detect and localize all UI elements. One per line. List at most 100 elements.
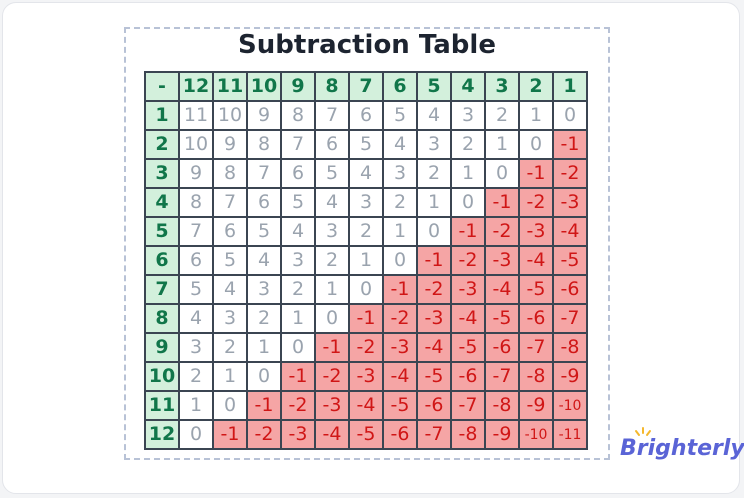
cell: 8 — [280, 100, 316, 131]
table-row: 3 9 8 7 6 5 4 3 2 1 0 -1 -2 — [144, 158, 588, 189]
cell: 9 — [178, 158, 214, 189]
cell: 8 — [246, 129, 282, 160]
cell: 9 — [246, 100, 282, 131]
cell: -5 — [416, 361, 452, 392]
cell: 2 — [382, 187, 418, 218]
cell: 5 — [348, 129, 384, 160]
cell: 8 — [178, 187, 214, 218]
cell: -1 — [382, 274, 418, 305]
cell: -1 — [246, 390, 282, 421]
cell: 1 — [212, 361, 248, 392]
cell: -1 — [314, 332, 350, 363]
cell: -6 — [450, 361, 486, 392]
cell: 0 — [416, 216, 452, 247]
cell: 1 — [484, 129, 520, 160]
header-cell: 9 — [144, 332, 180, 363]
cell: -8 — [450, 419, 486, 450]
cell: 5 — [382, 100, 418, 131]
cell: 5 — [246, 216, 282, 247]
cell: 4 — [178, 303, 214, 334]
header-cell: 4 — [144, 187, 180, 218]
cell: 0 — [552, 100, 588, 131]
cell: 3 — [348, 187, 384, 218]
cell: -7 — [416, 419, 452, 450]
header-cell: 3 — [484, 71, 520, 102]
cell: 0 — [246, 361, 282, 392]
cell: -11 — [552, 419, 588, 450]
cell: 10 — [212, 100, 248, 131]
dashed-frame — [124, 27, 610, 460]
cell: -8 — [484, 390, 520, 421]
cell: -1 — [518, 158, 554, 189]
cell: -4 — [518, 245, 554, 276]
header-cell: 11 — [144, 390, 180, 421]
table-row: 10 2 1 0 -1 -2 -3 -4 -5 -6 -7 -8 -9 — [144, 361, 588, 392]
cell: -10 — [552, 390, 588, 421]
cell: -7 — [552, 303, 588, 334]
cell: 1 — [348, 245, 384, 276]
cell: 3 — [382, 158, 418, 189]
cell: -5 — [348, 419, 384, 450]
table-row: 6 6 5 4 3 2 1 0 -1 -2 -3 -4 -5 — [144, 245, 588, 276]
header-cell: 4 — [450, 71, 486, 102]
cell: 2 — [348, 216, 384, 247]
cell: 2 — [280, 274, 316, 305]
cell: 7 — [212, 187, 248, 218]
cell: 7 — [178, 216, 214, 247]
cell: 2 — [314, 245, 350, 276]
header-cell: 7 — [348, 71, 384, 102]
cell: -7 — [518, 332, 554, 363]
cell: 1 — [416, 187, 452, 218]
cell: -9 — [518, 390, 554, 421]
cell: -3 — [382, 332, 418, 363]
title: Subtraction Table — [238, 30, 496, 60]
cell: 5 — [314, 158, 350, 189]
header-cell: 3 — [144, 158, 180, 189]
cell: 6 — [212, 216, 248, 247]
cell: -6 — [484, 332, 520, 363]
cell: -1 — [348, 303, 384, 334]
cell: 1 — [246, 332, 282, 363]
cell: -2 — [348, 332, 384, 363]
table-row: 8 4 3 2 1 0 -1 -2 -3 -4 -5 -6 -7 — [144, 303, 588, 334]
cell: -3 — [348, 361, 384, 392]
cell: 0 — [484, 158, 520, 189]
cell: 7 — [280, 129, 316, 160]
table-row: -12 11 10 9 8 7 6 5 4 3 2 1 — [144, 71, 588, 102]
cell: 0 — [314, 303, 350, 334]
cell: -5 — [518, 274, 554, 305]
table-row: 4 8 7 6 5 4 3 2 1 0 -1 -2 -3 — [144, 187, 588, 218]
cell: -9 — [552, 361, 588, 392]
cell: 1 — [178, 390, 214, 421]
cell: 3 — [416, 129, 452, 160]
cell: -2 — [280, 390, 316, 421]
cell: 4 — [246, 245, 282, 276]
cell: 3 — [280, 245, 316, 276]
header-cell: 1 — [552, 71, 588, 102]
cell: -2 — [246, 419, 282, 450]
cell: 8 — [212, 158, 248, 189]
header-cell: 1 — [144, 100, 180, 131]
cell: -6 — [552, 274, 588, 305]
cell: -4 — [382, 361, 418, 392]
cell: 7 — [246, 158, 282, 189]
cell: 5 — [280, 187, 316, 218]
header-cell: 9 — [280, 71, 316, 102]
cell: -7 — [484, 361, 520, 392]
header-cell: 2 — [518, 71, 554, 102]
cell: 1 — [382, 216, 418, 247]
cell: -5 — [450, 332, 486, 363]
header-cell: 7 — [144, 274, 180, 305]
cell: 1 — [280, 303, 316, 334]
cell: -4 — [450, 303, 486, 334]
table-row: 11 1 0 -1 -2 -3 -4 -5 -6 -7 -8 -9 -10 — [144, 390, 588, 421]
cell: -5 — [552, 245, 588, 276]
cell: -6 — [518, 303, 554, 334]
cell: 6 — [280, 158, 316, 189]
cell: 0 — [450, 187, 486, 218]
cell: -2 — [416, 274, 452, 305]
cell: -3 — [484, 245, 520, 276]
cell: 4 — [280, 216, 316, 247]
cell: 3 — [314, 216, 350, 247]
cell: 2 — [212, 332, 248, 363]
